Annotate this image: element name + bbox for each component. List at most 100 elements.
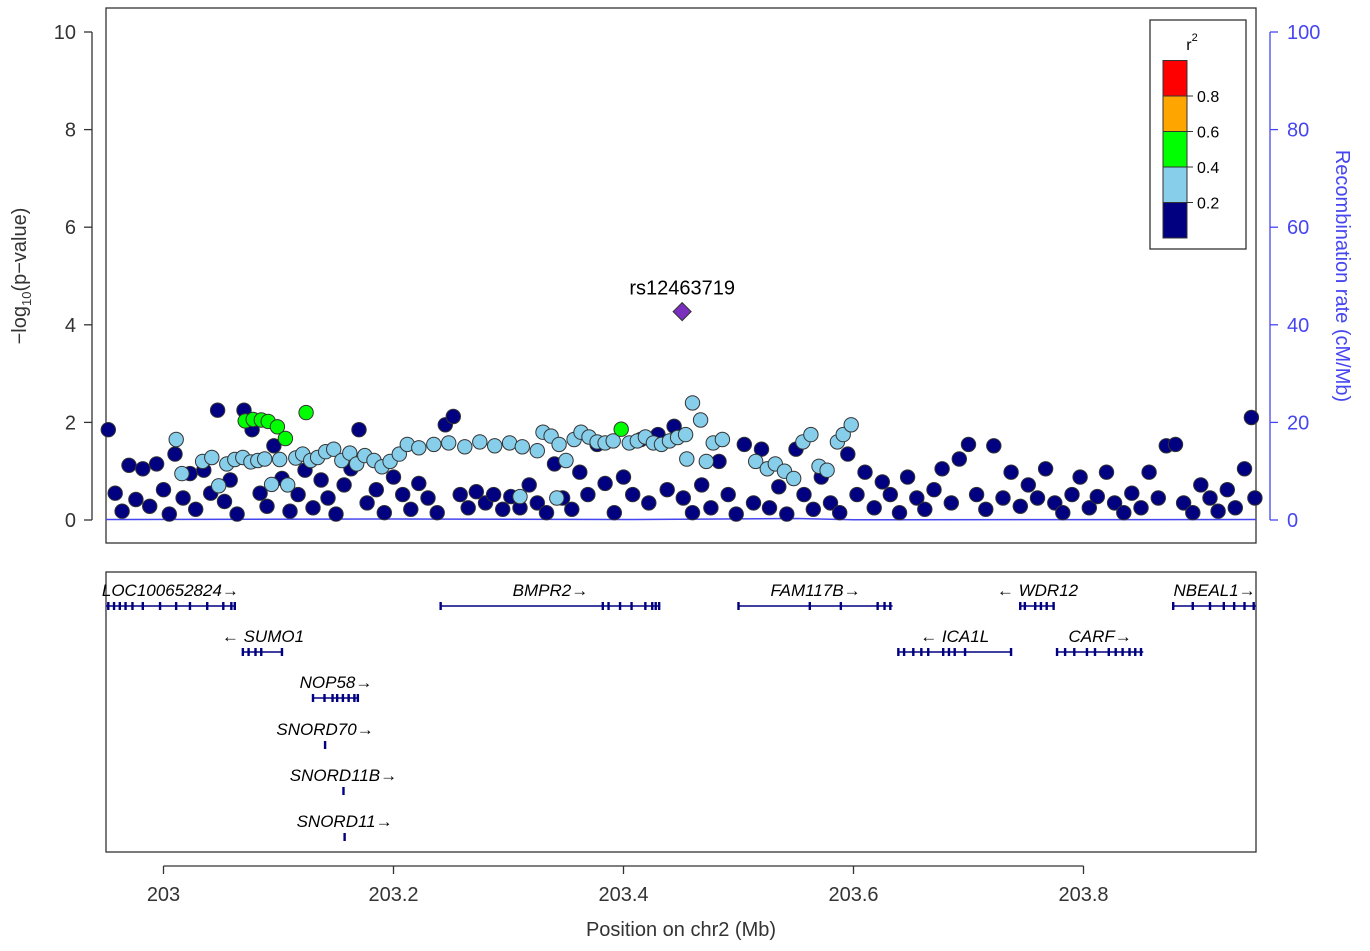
x-tick-label: 203.8 <box>1058 884 1108 906</box>
snp-point <box>934 461 950 477</box>
snp-point <box>684 395 701 411</box>
gene-track-frame <box>105 571 1257 853</box>
gene-exon <box>953 648 956 656</box>
gene-exon <box>1128 648 1131 656</box>
gene-exon <box>601 602 604 610</box>
snp-point <box>445 408 461 425</box>
gene-nop58: NOP58→ <box>300 673 373 702</box>
gene-exon <box>1121 648 1124 656</box>
snp-point <box>1243 409 1260 426</box>
gene-exon <box>1052 602 1055 610</box>
snp-point <box>175 490 191 506</box>
y2-tick-label: 60 <box>1287 217 1309 239</box>
snp-point <box>263 476 280 493</box>
y-tick-label: 6 <box>65 217 76 239</box>
gene-sumo1: ← SUMO1 <box>222 627 304 656</box>
gene-exon <box>222 602 225 610</box>
gene-exon <box>902 648 906 656</box>
snp-point <box>472 434 488 450</box>
gene-exon <box>1019 602 1022 610</box>
snp-point <box>748 453 764 470</box>
snp-point <box>822 495 839 511</box>
snp-point <box>280 477 296 493</box>
gene-exon <box>141 602 144 610</box>
snp-point <box>943 495 959 511</box>
gene-exon <box>124 602 127 610</box>
legend-title: r2 <box>1186 32 1197 54</box>
snp-point <box>305 500 321 516</box>
gene-exon <box>920 648 923 656</box>
snp-point <box>457 439 473 455</box>
snp-point <box>211 478 227 494</box>
gene-exon <box>942 648 945 656</box>
gene-exon <box>876 602 879 610</box>
snp-point <box>917 501 933 517</box>
snp-point <box>313 472 329 488</box>
snp-point <box>290 486 306 503</box>
gene-exon <box>343 833 346 841</box>
snp-point <box>995 490 1011 506</box>
snp-point <box>849 486 865 503</box>
y2-tick-label: 100 <box>1287 22 1320 44</box>
gene-exon <box>1222 602 1225 610</box>
snp-point <box>320 490 336 506</box>
gene-loc100652824: LOC100652824→ <box>102 581 239 610</box>
gene-label: ← WDR12 <box>997 581 1079 600</box>
gene-label: ← SUMO1 <box>222 627 304 646</box>
gene-exon <box>897 648 900 656</box>
snp-point <box>978 501 994 517</box>
gene-exon <box>912 648 915 656</box>
snp-point <box>857 464 873 480</box>
snp-point <box>441 435 457 451</box>
gene-exon <box>654 602 657 610</box>
snp-point <box>326 441 342 457</box>
snp-point <box>882 486 898 503</box>
snp-point <box>277 430 294 447</box>
genes-layer: LOC100652824→ BMPR2→ FAM117B→ ← WDR12 NBEAL1… <box>102 581 1256 841</box>
gene-exon <box>311 694 315 702</box>
snp-point <box>538 505 555 521</box>
gene-exon <box>889 602 892 610</box>
snp-points-layer <box>100 395 1263 522</box>
y-tick-label: 4 <box>65 315 76 337</box>
gene-exon <box>1045 602 1048 610</box>
gene-label: NOP58→ <box>300 673 373 692</box>
x-tick-label: 203.2 <box>368 884 418 906</box>
snp-point <box>703 500 719 516</box>
snp-point <box>1236 461 1253 477</box>
snp-point <box>272 451 288 468</box>
snp-point <box>1133 500 1149 516</box>
gene-exon <box>280 648 284 656</box>
gene-exon <box>1243 602 1246 610</box>
snp-point <box>926 482 942 498</box>
gene-exon <box>1172 602 1175 610</box>
gene-label: CARF→ <box>1069 627 1132 646</box>
snp-point <box>460 500 476 516</box>
gene-exon <box>1023 602 1027 610</box>
gene-exon <box>112 602 116 610</box>
snp-point <box>209 402 226 418</box>
gene-exon <box>1039 602 1043 610</box>
snp-point <box>597 475 613 492</box>
snp-point <box>1055 505 1071 521</box>
legend-bin-label: 0.6 <box>1197 125 1219 142</box>
gene-exon <box>963 648 967 656</box>
snp-point <box>100 422 117 438</box>
gene-exon <box>1232 602 1236 610</box>
snp-point <box>1029 490 1046 506</box>
legend-title-sup: 2 <box>1192 32 1198 44</box>
gene-label: ← ICA1L <box>920 627 989 646</box>
x-tick-label: 203 <box>147 884 180 906</box>
snp-point <box>259 498 275 514</box>
snp-point <box>675 490 691 506</box>
snp-point <box>1141 464 1157 480</box>
recombination-layer <box>105 517 1257 521</box>
gene-exon <box>1134 648 1137 656</box>
recombination-rate-line <box>105 517 1257 521</box>
snp-point <box>580 486 596 503</box>
gene-exon <box>839 602 843 610</box>
snp-point <box>679 451 695 467</box>
snp-point <box>779 506 795 522</box>
